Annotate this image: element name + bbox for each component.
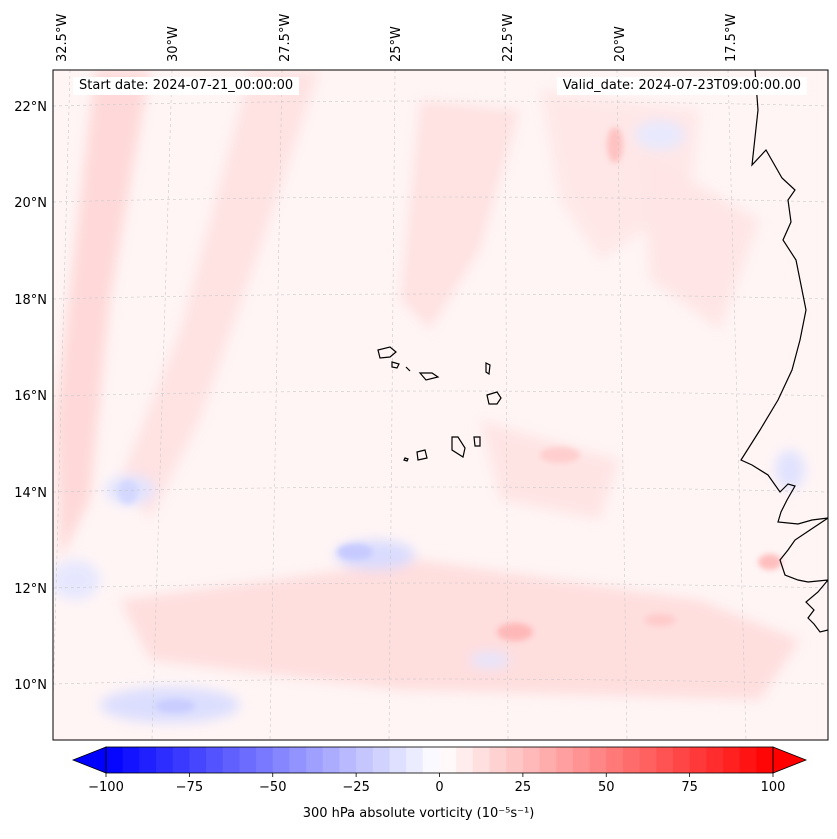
colorbar-band (456, 747, 474, 773)
lon-label: 20°W (613, 26, 628, 62)
colorbar-band (189, 747, 207, 773)
colorbar: −100 −75 −50 −25 0 25 50 75 100 (71, 746, 808, 795)
lon-label: 25°W (389, 26, 404, 62)
colorbar-tick-label: −50 (259, 780, 286, 795)
colorbar-bands (106, 747, 774, 773)
colorbar-band (539, 747, 557, 773)
colorbar-band (272, 747, 291, 773)
colorbar-band (722, 747, 741, 773)
colorbar-band (322, 747, 341, 773)
lat-label: 10°N (14, 678, 47, 693)
lon-label: 17.5°W (724, 14, 739, 62)
colorbar-band (422, 747, 441, 773)
colorbar-tick-label: 0 (435, 780, 443, 795)
lat-label: 22°N (14, 100, 47, 115)
colorbar-extend-min (71, 746, 107, 774)
colorbar-band (689, 747, 707, 773)
colorbar-band (239, 747, 257, 773)
latitude-labels: 22°N 20°N 18°N 16°N 14°N 12°N 10°N (14, 100, 47, 693)
colorbar-label: 300 hPa absolute vorticity (10⁻⁵s⁻¹) (0, 806, 837, 821)
colorbar-band (256, 747, 274, 773)
colorbar-band (439, 747, 457, 773)
colorbar-band (106, 747, 124, 773)
colorbar-tick-label: 25 (515, 780, 532, 795)
colorbar-band (156, 747, 174, 773)
vorticity-field (53, 70, 828, 740)
cape-verde-islands (377, 346, 502, 462)
lat-label: 12°N (14, 582, 47, 597)
lon-label: 32.5°W (55, 14, 70, 62)
lat-label: 18°N (14, 293, 47, 308)
colorbar-variable: 300 hPa absolute vorticity (302, 806, 473, 821)
map-frame (52, 69, 829, 741)
colorbar-band (122, 747, 140, 773)
colorbar-band (756, 747, 774, 773)
colorbar-band (706, 747, 724, 773)
colorbar-band (739, 747, 757, 773)
colorbar-band (656, 747, 674, 773)
colorbar-band (372, 747, 391, 773)
africa-coastline (740, 70, 828, 633)
colorbar-band (472, 747, 491, 773)
lon-label: 27.5°W (278, 14, 293, 62)
colorbar-band (672, 747, 691, 773)
colorbar-band (389, 747, 407, 773)
colorbar-band (589, 747, 607, 773)
lon-label: 30°W (166, 26, 181, 62)
lon-label: 22.5°W (501, 14, 516, 62)
colorbar-tick-label: 100 (761, 780, 786, 795)
colorbar-tick-label: −75 (176, 780, 203, 795)
colorbar-tick-label: 75 (681, 780, 698, 795)
colorbar-band (572, 747, 591, 773)
colorbar-extend-max (772, 746, 808, 774)
colorbar-band (339, 747, 357, 773)
colorbar-band (222, 747, 241, 773)
valid-date-label: Valid_date: 2024-07-23T09:00:00.00 (556, 77, 807, 95)
colorbar-band (139, 747, 157, 773)
colorbar-band (289, 747, 307, 773)
lat-label: 14°N (14, 486, 47, 501)
colorbar-tick-label: −25 (342, 780, 369, 795)
colorbar-band (306, 747, 324, 773)
colorbar-tick-label: −100 (88, 780, 124, 795)
colorbar-band (406, 747, 424, 773)
colorbar-units: (10⁻⁵s⁻¹) (476, 806, 535, 821)
colorbar-band (556, 747, 574, 773)
colorbar-ticks: −100 −75 −50 −25 0 25 50 75 100 (88, 773, 785, 795)
colorbar-band (206, 747, 224, 773)
colorbar-band (622, 747, 641, 773)
graticule (53, 70, 828, 740)
start-date-label: Start date: 2024-07-21_00:00:00 (73, 77, 300, 95)
colorbar-band (489, 747, 507, 773)
colorbar-band (356, 747, 374, 773)
longitude-labels: 32.5°W 30°W 27.5°W 25°W 22.5°W 20°W 17.5… (55, 14, 739, 62)
colorbar-band (606, 747, 624, 773)
colorbar-band (172, 747, 190, 773)
colorbar-band (639, 747, 657, 773)
lat-label: 20°N (14, 196, 47, 211)
colorbar-band (522, 747, 541, 773)
colorbar-band (506, 747, 524, 773)
colorbar-tick-label: 50 (598, 780, 615, 795)
lat-label: 16°N (14, 389, 47, 404)
